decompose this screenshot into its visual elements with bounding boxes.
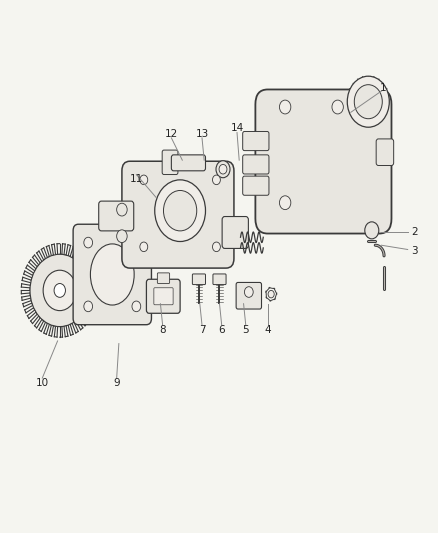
Text: 8: 8 <box>159 325 166 335</box>
Circle shape <box>140 242 148 252</box>
Circle shape <box>117 203 127 216</box>
Circle shape <box>219 165 226 174</box>
Circle shape <box>331 100 343 114</box>
FancyBboxPatch shape <box>171 155 205 171</box>
FancyBboxPatch shape <box>153 288 173 305</box>
Circle shape <box>43 270 76 311</box>
FancyBboxPatch shape <box>222 216 248 248</box>
Circle shape <box>154 180 205 241</box>
Circle shape <box>54 284 65 297</box>
Circle shape <box>212 175 220 184</box>
Circle shape <box>84 301 92 312</box>
Circle shape <box>215 161 230 177</box>
Circle shape <box>140 175 148 184</box>
Ellipse shape <box>90 244 134 305</box>
Circle shape <box>132 301 141 312</box>
FancyBboxPatch shape <box>122 161 233 268</box>
FancyBboxPatch shape <box>242 132 268 151</box>
Circle shape <box>117 230 127 243</box>
Circle shape <box>279 196 290 209</box>
Circle shape <box>279 100 290 114</box>
Text: 3: 3 <box>410 246 417 255</box>
Text: 12: 12 <box>164 128 177 139</box>
FancyBboxPatch shape <box>236 282 261 309</box>
Circle shape <box>353 85 381 119</box>
Circle shape <box>244 287 253 297</box>
FancyBboxPatch shape <box>146 279 180 313</box>
Circle shape <box>268 290 274 298</box>
Text: 14: 14 <box>230 123 243 133</box>
Text: 4: 4 <box>264 325 270 335</box>
Circle shape <box>364 222 378 239</box>
Text: 9: 9 <box>113 378 120 389</box>
FancyBboxPatch shape <box>242 155 268 174</box>
FancyBboxPatch shape <box>375 139 393 165</box>
FancyBboxPatch shape <box>162 150 177 174</box>
Text: 5: 5 <box>242 325 248 335</box>
Text: 11: 11 <box>130 174 143 184</box>
Text: 1: 1 <box>379 83 386 93</box>
Text: 10: 10 <box>35 378 49 389</box>
Circle shape <box>346 76 389 127</box>
Text: 7: 7 <box>198 325 205 335</box>
FancyBboxPatch shape <box>212 274 226 285</box>
FancyBboxPatch shape <box>157 273 169 284</box>
Text: 13: 13 <box>195 128 208 139</box>
FancyBboxPatch shape <box>242 176 268 195</box>
FancyBboxPatch shape <box>255 90 391 233</box>
FancyBboxPatch shape <box>192 274 205 285</box>
Circle shape <box>212 242 220 252</box>
Circle shape <box>30 254 89 327</box>
Circle shape <box>132 237 141 248</box>
Circle shape <box>163 190 196 231</box>
Text: 6: 6 <box>218 325 225 335</box>
FancyBboxPatch shape <box>99 201 134 231</box>
FancyBboxPatch shape <box>73 224 151 325</box>
Text: 2: 2 <box>410 227 417 237</box>
Circle shape <box>84 237 92 248</box>
